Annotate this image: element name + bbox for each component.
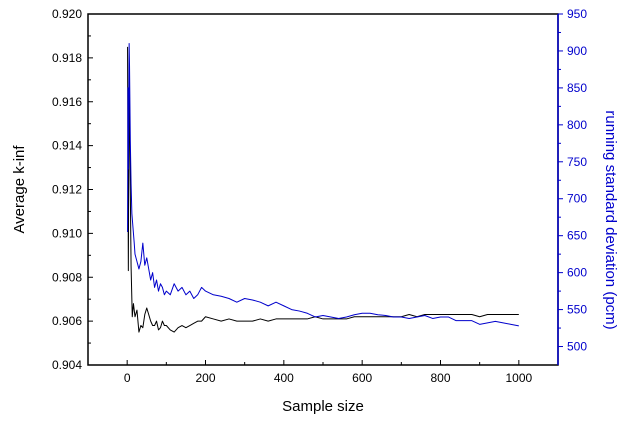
- plot-frame: [87, 13, 559, 366]
- x-tick-label: 600: [352, 371, 372, 385]
- y-tick-label: 0.906: [52, 314, 82, 328]
- x-tick-label: 1000: [505, 371, 532, 385]
- y-tick-label: 0.908: [52, 270, 82, 284]
- y-tick-label: 0.910: [52, 226, 82, 240]
- y-tick-label: 0.914: [52, 139, 82, 153]
- x-ticks: 0 200 400 600 800 1000: [124, 360, 533, 385]
- series-line-average: [127, 46, 519, 333]
- y-tick-label: 0.912: [52, 183, 82, 197]
- y-right-tick-label: 550: [567, 303, 587, 317]
- y-right-tick-label: 750: [567, 155, 587, 169]
- y-right-tick-label: 700: [567, 192, 587, 206]
- series-line-std-dev: [127, 43, 519, 327]
- x-tick-label: 0: [124, 371, 131, 385]
- y-ticks: 0.904 0.906 0.908 0.910 0.912 0.914 0.916 0.918…: [52, 7, 93, 372]
- y-right-tick-label: 600: [567, 266, 587, 280]
- y-right-tick-label: 850: [567, 81, 587, 95]
- y-axis-title: Average k-inf: [11, 145, 28, 234]
- y-right-tick-label: 900: [567, 44, 587, 58]
- y-tick-label: 0.904: [52, 358, 82, 372]
- y-tick-label: 0.916: [52, 95, 82, 109]
- series-layer: [127, 43, 519, 333]
- y-axis-title-right: running standard deviation (pcm): [602, 110, 619, 329]
- y-ticks-right: 500 550 600 650 700 750 800 850 900 950: [558, 7, 587, 354]
- y-right-tick-label: 500: [567, 340, 587, 354]
- x-tick-label: 800: [430, 371, 450, 385]
- x-tick-label: 400: [274, 371, 294, 385]
- x-tick-label: 200: [195, 371, 215, 385]
- y-tick-label: 0.920: [52, 7, 82, 21]
- y-right-tick-label: 800: [567, 118, 587, 132]
- y-tick-label: 0.918: [52, 51, 82, 65]
- x-axis-title: Sample size: [282, 398, 364, 415]
- y-right-tick-label: 650: [567, 229, 587, 243]
- y-right-tick-label: 950: [567, 7, 587, 21]
